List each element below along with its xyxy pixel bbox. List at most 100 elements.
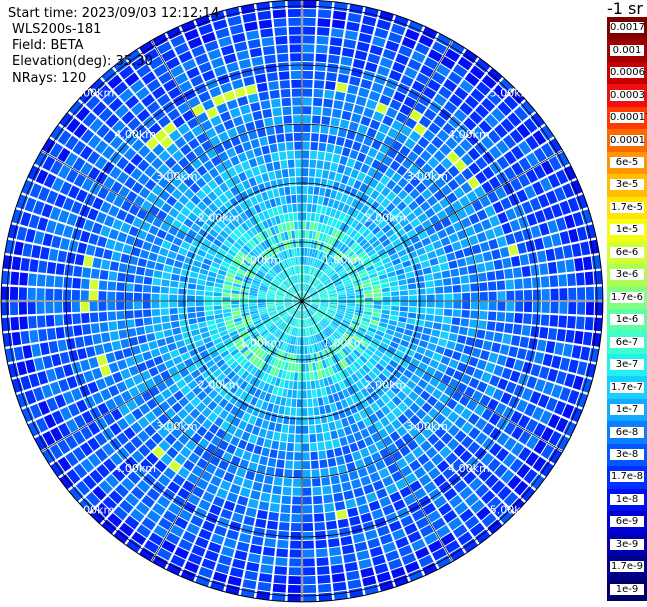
ray-gate-cell <box>224 201 234 211</box>
ray-gate-cell <box>545 248 556 262</box>
ray-gate-cell <box>171 427 183 439</box>
ray-gate-cell <box>220 171 231 182</box>
ray-gate-cell <box>239 235 248 244</box>
ray-gate-cell <box>353 315 362 320</box>
ray-gate-cell <box>127 264 137 274</box>
ray-gate-cell <box>116 301 125 310</box>
ray-gate-cell <box>487 91 502 106</box>
ray-gate-cell <box>134 318 144 327</box>
ray-gate-cell <box>504 268 514 279</box>
ray-gate-cell <box>270 357 277 366</box>
ray-gate-cell <box>237 343 247 351</box>
ray-gate-cell <box>435 345 445 355</box>
ray-gate-cell <box>280 312 288 318</box>
ray-gate-cell <box>514 313 523 324</box>
ray-gate-cell <box>356 329 365 337</box>
ray-gate-cell <box>277 530 289 540</box>
ray-gate-cell <box>207 191 218 202</box>
ray-gate-cell <box>328 54 340 64</box>
ray-gate-cell <box>196 311 205 318</box>
ray-gate-cell <box>258 501 270 511</box>
ray-gate-cell <box>226 236 236 245</box>
ray-gate-cell <box>203 258 212 266</box>
ray-gate-cell <box>223 537 237 549</box>
ray-gate-cell <box>295 425 302 434</box>
ray-gate-cell <box>303 310 306 319</box>
ray-gate-cell <box>392 354 402 364</box>
ray-gate-cell <box>88 233 99 245</box>
ray-gate-cell <box>302 79 313 88</box>
ray-gate-cell <box>177 421 189 433</box>
ray-gate-cell <box>298 230 302 239</box>
ray-gate-cell <box>555 217 567 231</box>
ray-gate-cell <box>422 26 438 40</box>
ray-gate-cell <box>352 141 362 152</box>
ray-gate-cell <box>326 179 334 189</box>
ray-gate-cell <box>256 257 264 265</box>
ray-gate-cell <box>443 488 458 501</box>
ray-gate-cell <box>482 151 495 165</box>
ray-gate-cell <box>87 166 101 181</box>
ray-gate-cell <box>194 374 205 385</box>
ray-gate-cell <box>224 402 234 413</box>
ray-gate-cell <box>316 388 322 398</box>
ray-gate-cell <box>13 241 24 256</box>
ray-gate-cell <box>315 169 323 178</box>
ray-gate-cell <box>481 408 494 421</box>
ray-gate-cell <box>195 177 207 189</box>
ray-gate-cell <box>467 176 480 189</box>
ray-gate-cell <box>355 346 364 355</box>
ray-gate-cell <box>48 340 59 354</box>
ray-gate-cell <box>207 412 218 423</box>
ray-gate-cell <box>338 380 346 390</box>
ray-gate-cell <box>100 364 111 377</box>
ray-gate-cell <box>186 523 200 536</box>
ray-gate-cell <box>423 108 437 121</box>
ray-gate-cell <box>449 494 463 509</box>
ray-gate-cell <box>242 12 257 23</box>
ray-gate-cell <box>364 293 373 298</box>
ray-gate-cell <box>276 233 283 243</box>
ray-gate-cell <box>303 0 317 9</box>
ray-gate-cell <box>571 243 582 257</box>
ray-gate-cell <box>433 474 447 487</box>
ray-gate-cell <box>249 305 258 310</box>
ray-gate-cell <box>493 84 508 100</box>
ray-gate-cell <box>286 278 292 286</box>
ray-gate-cell <box>439 262 450 271</box>
ray-gate-cell <box>404 117 417 130</box>
ray-gate-cell <box>338 301 347 304</box>
ray-gate-cell <box>355 190 364 201</box>
ray-gate-cell <box>520 486 536 502</box>
ray-gate-cell <box>311 335 316 344</box>
ray-gate-cell <box>403 195 414 206</box>
ray-gate-cell <box>161 240 172 250</box>
ray-gate-cell <box>324 440 333 450</box>
ray-gate-cell <box>347 177 356 187</box>
ray-gate-cell <box>217 326 227 333</box>
ray-gate-cell <box>324 368 331 377</box>
ray-gate-cell <box>183 358 194 367</box>
ray-gate-cell <box>152 555 168 569</box>
range-ring-label: 4.00km <box>448 128 490 141</box>
ray-gate-cell <box>154 129 168 142</box>
ray-gate-cell <box>357 467 368 478</box>
ray-gate-cell <box>302 294 309 301</box>
ray-gate-cell <box>310 326 315 335</box>
ray-gate-cell <box>346 305 355 310</box>
ray-gate-cell <box>286 268 291 277</box>
ray-gate-cell <box>89 469 104 484</box>
ray-gate-cell <box>73 123 88 139</box>
ray-gate-cell <box>337 267 345 275</box>
ray-gate-cell <box>187 117 200 130</box>
ray-gate-cell <box>321 476 331 486</box>
ray-gate-cell <box>582 256 593 271</box>
ray-gate-cell <box>170 273 180 281</box>
ray-gate-cell <box>347 415 356 425</box>
ray-gate-cell <box>101 259 111 270</box>
ray-gate-cell <box>116 282 125 291</box>
ray-gate-cell <box>223 284 232 290</box>
ray-gate-cell <box>526 376 538 389</box>
ray-gate-cell <box>518 447 532 462</box>
ray-gate-cell <box>79 230 91 243</box>
